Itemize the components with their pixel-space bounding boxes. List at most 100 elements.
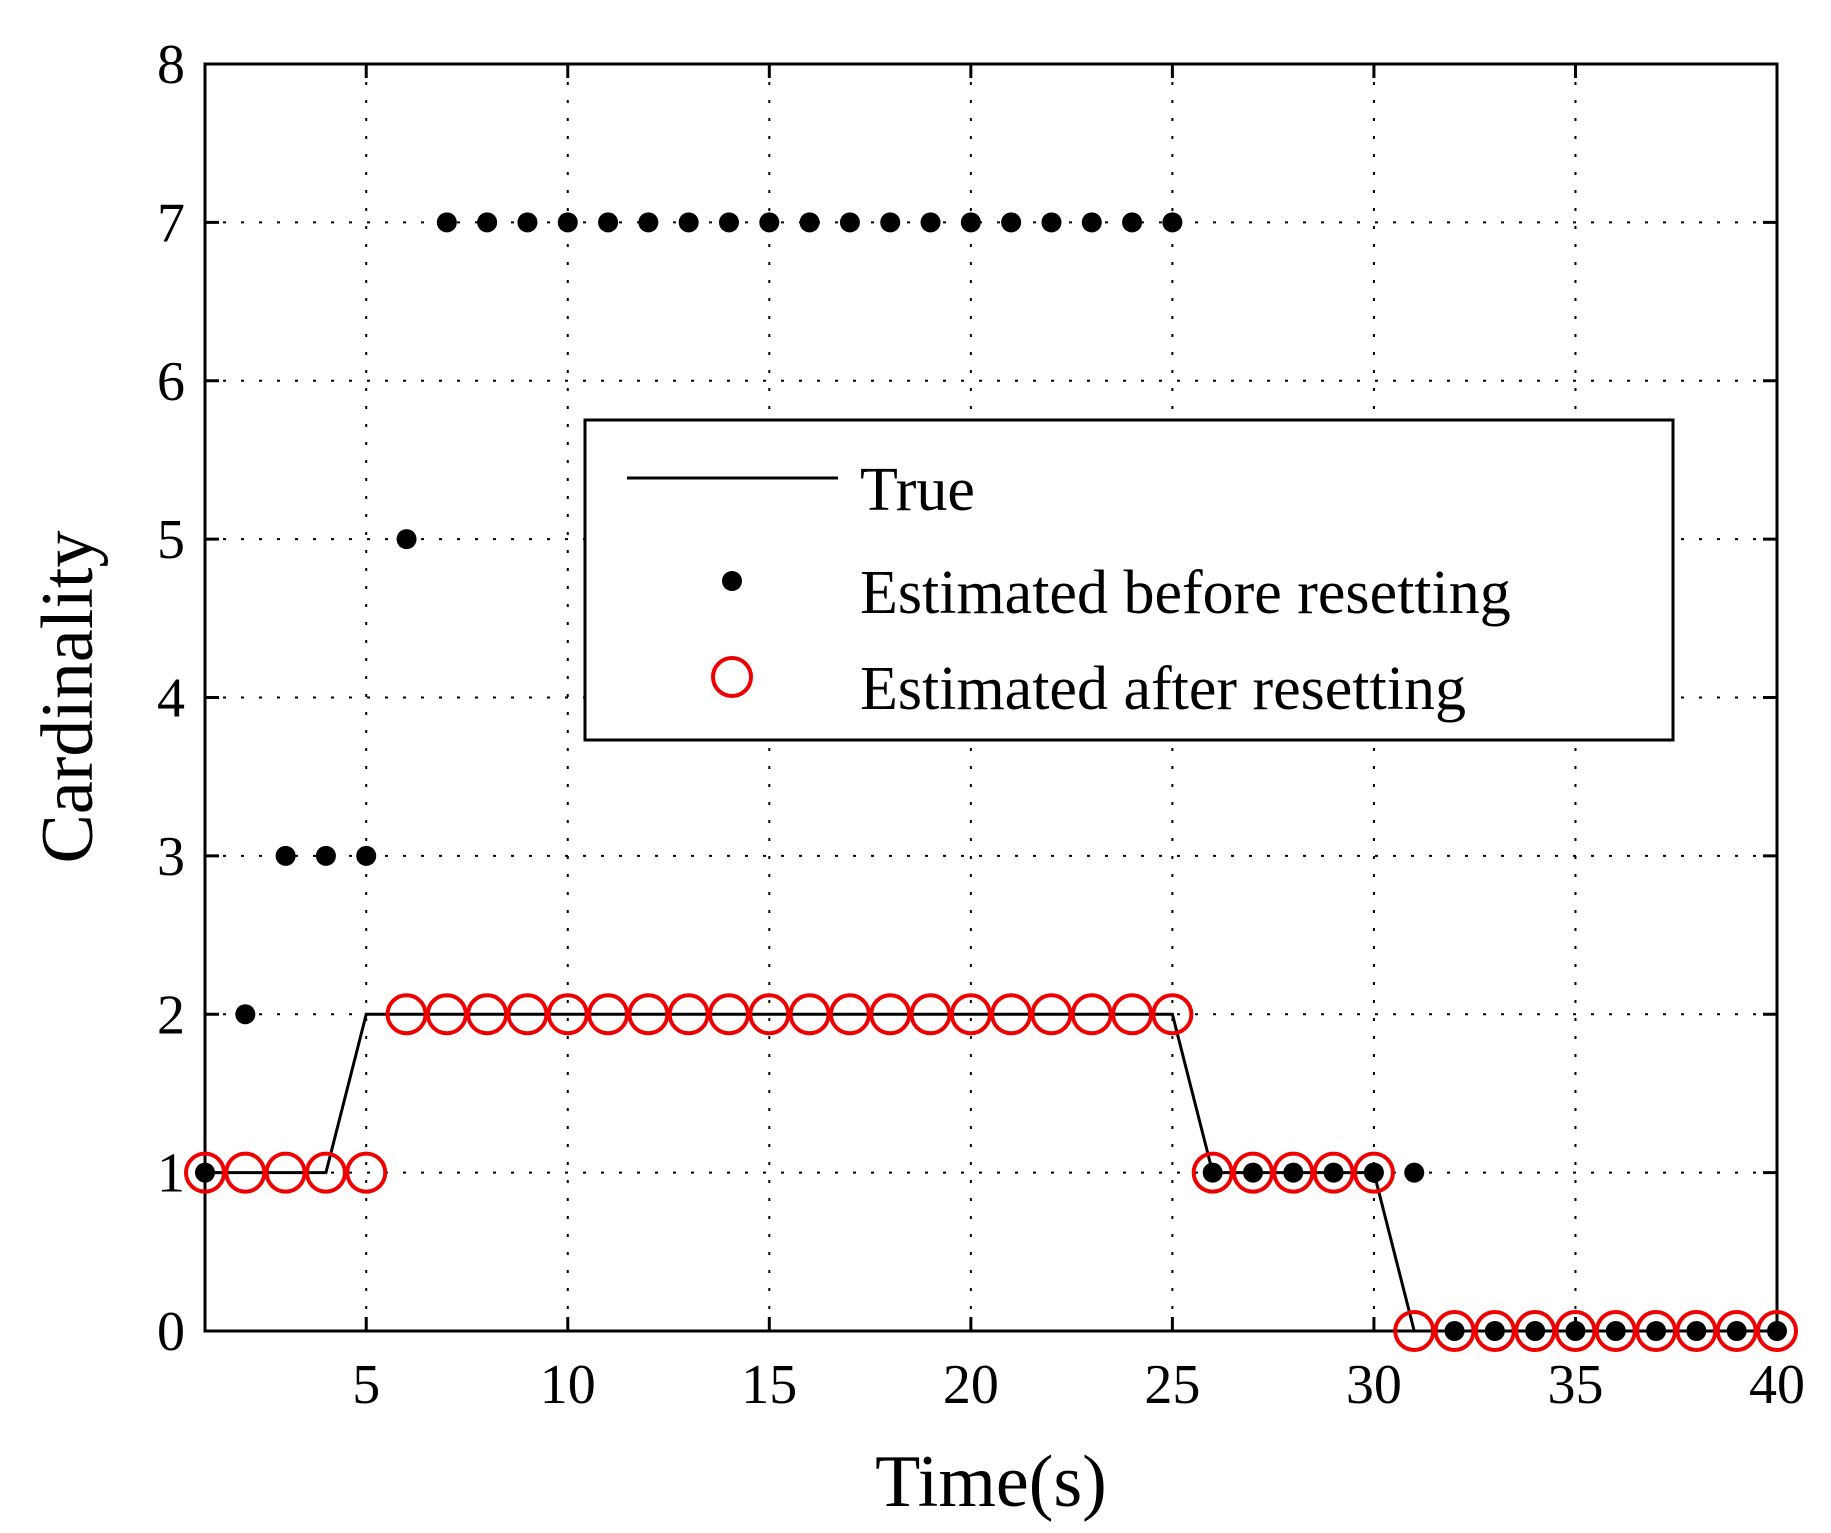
series-after-point	[1030, 993, 1073, 1036]
series-after-point	[546, 993, 589, 1036]
series-before-point	[719, 212, 739, 233]
series-after-point	[990, 993, 1033, 1036]
x-tick-label: 30	[1346, 1354, 1402, 1416]
series-after-point	[667, 993, 710, 1036]
y-tick-label: 5	[157, 509, 185, 571]
series-before-point	[638, 212, 659, 233]
series-after-point	[1473, 1310, 1516, 1352]
series-before-point	[1726, 1321, 1747, 1341]
y-axis-title: Cardinality	[27, 531, 109, 864]
series-after-point	[224, 1151, 267, 1194]
series-after-point	[304, 1151, 347, 1194]
y-tick-label: 4	[157, 668, 185, 730]
series-before-point	[799, 212, 820, 233]
series-before-point	[678, 212, 699, 233]
y-tick-label: 3	[157, 826, 185, 888]
series-before-point	[275, 845, 296, 866]
series-after-point	[466, 993, 509, 1036]
series-after-point	[1756, 1310, 1798, 1352]
series-after-point	[949, 993, 992, 1036]
series-after-point	[506, 993, 549, 1036]
series-before-point	[598, 212, 619, 233]
series-after-point	[1272, 1151, 1315, 1194]
legend-box	[583, 418, 1675, 742]
series-before-point	[477, 212, 498, 233]
y-tick-label: 0	[157, 1301, 185, 1363]
series-after-point	[1635, 1310, 1678, 1352]
x-tick-label: 15	[741, 1354, 797, 1416]
series-layer	[184, 212, 1798, 1352]
series-after-point	[1352, 1151, 1395, 1194]
series-before-point	[1404, 1162, 1425, 1183]
series-before-point	[1565, 1321, 1586, 1341]
series-after-point	[1433, 1310, 1476, 1352]
series-after-point	[828, 993, 871, 1036]
x-axis-title: Time(s)	[875, 1441, 1107, 1523]
series-after-point	[869, 993, 912, 1036]
series-before-point	[839, 212, 860, 233]
series-after-point	[748, 993, 791, 1036]
series-before-point	[1001, 212, 1022, 233]
series-before-point	[880, 212, 901, 233]
legend-true-label: True	[860, 456, 975, 524]
series-before-point	[1202, 1162, 1223, 1183]
x-tick-label: 5	[352, 1354, 380, 1416]
series-before-point	[960, 212, 981, 233]
series-after-point	[1191, 1151, 1234, 1194]
y-tick-label: 8	[157, 34, 185, 96]
series-before-point	[1283, 1162, 1304, 1183]
series-after-point	[1151, 993, 1194, 1036]
series-after-point	[1554, 1310, 1597, 1352]
series-before-point	[1444, 1321, 1465, 1341]
legend-before-swatch	[722, 571, 742, 591]
y-tick-label: 2	[157, 984, 185, 1046]
legend: True Estimated before resetting Estimate…	[583, 418, 1675, 742]
series-after-point	[587, 993, 630, 1036]
y-tick-label: 7	[157, 192, 185, 254]
series-before-point	[1363, 1162, 1384, 1183]
series-after-point	[425, 993, 468, 1036]
series-before-point	[1605, 1321, 1626, 1341]
series-before-point	[1525, 1321, 1546, 1341]
series-before-point	[1081, 212, 1102, 233]
series-before-point	[1686, 1321, 1707, 1341]
series-before-point	[517, 212, 538, 233]
series-before-point	[759, 212, 780, 233]
legend-after-swatch	[711, 656, 753, 698]
series-before-point	[1646, 1321, 1667, 1341]
series-after-point	[1232, 1151, 1274, 1194]
y-tick-label: 6	[157, 351, 185, 413]
y-tick-label: 1	[157, 1143, 185, 1205]
series-before-point	[356, 845, 377, 866]
series-before-point	[1323, 1162, 1344, 1183]
series-before-point	[436, 212, 457, 233]
x-tick-label: 20	[943, 1354, 999, 1416]
series-after-point	[1393, 1310, 1436, 1352]
series-before-point	[1162, 212, 1183, 233]
series-after-point	[385, 993, 428, 1036]
series-before-point	[1484, 1321, 1505, 1341]
series-after-point	[345, 1151, 388, 1194]
series-before-point	[195, 1162, 215, 1183]
series-after-point	[1514, 1310, 1557, 1352]
series-before-point	[1243, 1162, 1263, 1183]
x-tick-label: 25	[1144, 1354, 1200, 1416]
series-after-point	[1675, 1310, 1718, 1352]
x-tick-label: 10	[540, 1354, 596, 1416]
axis-ticks: 5 10 15 20 25 30 35 40 0 1 2 3 4 5 6 7 8	[157, 34, 1805, 1416]
series-before-point	[315, 845, 336, 866]
series-after-point	[627, 993, 670, 1036]
series-before-point	[235, 1004, 256, 1025]
series-before-point	[557, 212, 578, 233]
x-tick-label: 40	[1749, 1354, 1805, 1416]
series-after-point	[1111, 993, 1154, 1036]
legend-after-label: Estimated after resetting	[860, 655, 1466, 723]
legend-before-label: Estimated before resetting	[860, 559, 1511, 627]
series-before-point	[1767, 1321, 1787, 1341]
series-after-point	[788, 993, 831, 1036]
series-after-point	[909, 993, 952, 1036]
series-after-point	[1070, 993, 1113, 1036]
series-after-point	[184, 1151, 226, 1194]
series-before-point	[1041, 212, 1062, 233]
